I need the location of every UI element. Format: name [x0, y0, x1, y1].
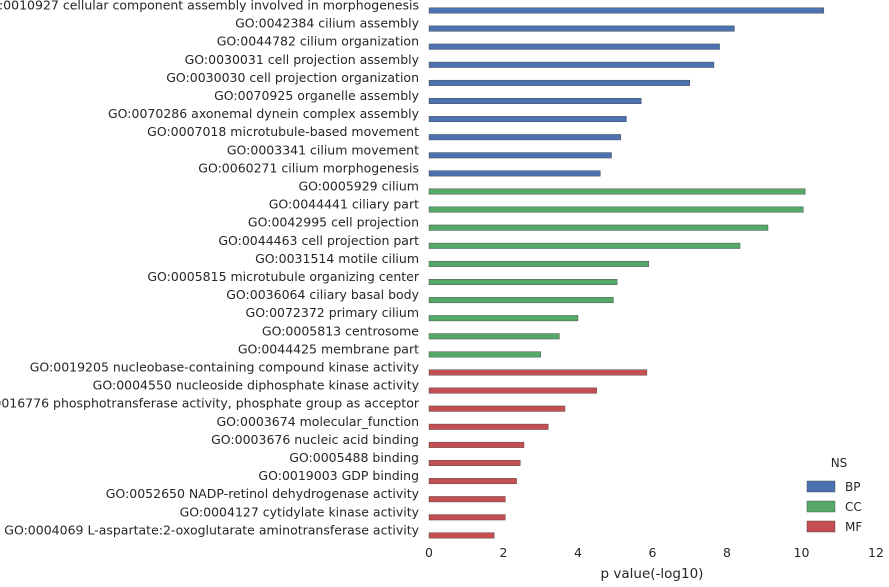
category-label: GO:0019205 nucleobase-containing compoun…: [30, 360, 420, 375]
category-label: GO:0044441 ciliary part: [269, 197, 419, 212]
category-label: GO:0005488 binding: [289, 450, 419, 465]
x-tick-label: 0: [425, 545, 433, 560]
category-label: GO:0060271 cilium morphogenesis: [198, 160, 419, 175]
bars-group: [428, 7, 825, 539]
bar-go-0003341: [428, 152, 612, 159]
x-axis-ticks-group: 0 2 4 6 8 10 12: [425, 545, 884, 560]
category-label: GO:0003676 nucleic acid binding: [211, 432, 419, 447]
legend-swatch-cc: [806, 500, 836, 513]
x-tick-label: 4: [574, 545, 582, 560]
legend-swatch-bp: [806, 480, 836, 493]
category-label: GO:0005815 microtubule organizing center: [147, 269, 420, 284]
bar-go-0072372: [428, 315, 579, 322]
bar-go-0030031: [428, 61, 715, 68]
category-labels-group: GO:0010927 cellular component assembly i…: [0, 0, 420, 537]
category-label: GO:0003341 cilium movement: [227, 142, 419, 157]
category-label: GO:0031514 motile cilium: [255, 251, 419, 266]
legend-label-mf: MF: [845, 520, 862, 534]
bar-go-0016776: [428, 405, 566, 412]
category-label: GO:0052650 NADP-retinol dehydrogenase ac…: [106, 486, 420, 501]
bar-go-0030030: [428, 79, 690, 86]
bar-go-0004127: [428, 514, 506, 521]
bar-go-0042995: [428, 224, 769, 231]
category-label: GO:0010927 cellular component assembly i…: [0, 0, 419, 13]
bar-go-0004550: [428, 387, 597, 394]
bar-go-0010927: [428, 7, 825, 14]
x-tick-label: 12: [868, 545, 884, 560]
category-label: GO:0005813 centrosome: [262, 323, 419, 338]
x-axis-title: p value(-log10): [601, 566, 704, 582]
legend-swatch-mf: [806, 520, 836, 533]
category-label: GO:0070286 axonemal dynein complex assem…: [108, 106, 420, 121]
bar-go-0005929: [428, 188, 806, 195]
category-label: GO:0030031 cell projection assembly: [185, 52, 420, 67]
bar-go-0007018: [428, 134, 622, 141]
bar-go-0004069: [428, 532, 495, 539]
bar-go-0003676: [428, 441, 525, 448]
category-label: GO:0004127 cytidylate kinase activity: [180, 504, 420, 519]
x-tick-label: 2: [500, 545, 508, 560]
legend: NS BP CC MF: [806, 456, 862, 534]
bar-go-0070286: [428, 116, 627, 123]
category-label: GO:0004069 L-aspartate:2-oxoglutarate am…: [4, 522, 419, 537]
bar-go-0005815: [428, 279, 618, 285]
category-label: GO:0044425 membrane part: [238, 341, 419, 356]
bar-go-0042384: [428, 25, 735, 32]
bar-go-0003674: [428, 423, 549, 430]
legend-label-cc: CC: [845, 500, 862, 514]
bar-go-0019003: [428, 478, 517, 485]
bar-go-0036064: [428, 297, 614, 304]
category-label: GO:0003674 molecular_function: [216, 414, 419, 429]
category-label: GO:0004550 nucleoside diphosphate kinase…: [93, 378, 420, 393]
category-label: GO:0016776 phosphotransferase activity, …: [0, 396, 420, 411]
legend-label-bp: BP: [845, 480, 860, 494]
category-label: GO:0030030 cell projection organization: [166, 70, 419, 85]
x-tick-label: 8: [723, 545, 731, 560]
bar-go-0019205: [428, 369, 648, 376]
bar-go-0044463: [428, 242, 741, 249]
category-label: GO:0005929 cilium: [298, 179, 419, 194]
category-label: GO:0044782 cilium organization: [217, 34, 419, 49]
legend-title: NS: [831, 456, 848, 470]
bar-go-0052650: [428, 496, 506, 503]
category-label: GO:0072372 primary cilium: [246, 305, 419, 320]
category-label: GO:0044463 cell projection part: [218, 233, 419, 248]
bar-go-0044425: [428, 351, 541, 358]
x-tick-label: 10: [794, 545, 810, 560]
category-label: GO:0019003 GDP binding: [258, 468, 419, 483]
bar-go-0031514: [428, 260, 649, 267]
category-label: GO:0036064 ciliary basal body: [226, 287, 419, 302]
category-label: GO:0007018 microtubule-based movement: [147, 124, 419, 139]
category-label: GO:0042384 cilium assembly: [235, 16, 419, 31]
bar-go-0070925: [428, 98, 642, 104]
category-label: GO:0070925 organelle assembly: [214, 88, 420, 103]
x-tick-label: 6: [649, 545, 657, 560]
bar-go-0044441: [428, 206, 804, 213]
category-label: GO:0042995 cell projection: [248, 215, 419, 230]
bar-go-0060271: [428, 170, 601, 177]
bar-go-0044782: [428, 43, 720, 50]
bar-go-0005813: [428, 333, 560, 340]
bar-go-0005488: [428, 460, 521, 466]
